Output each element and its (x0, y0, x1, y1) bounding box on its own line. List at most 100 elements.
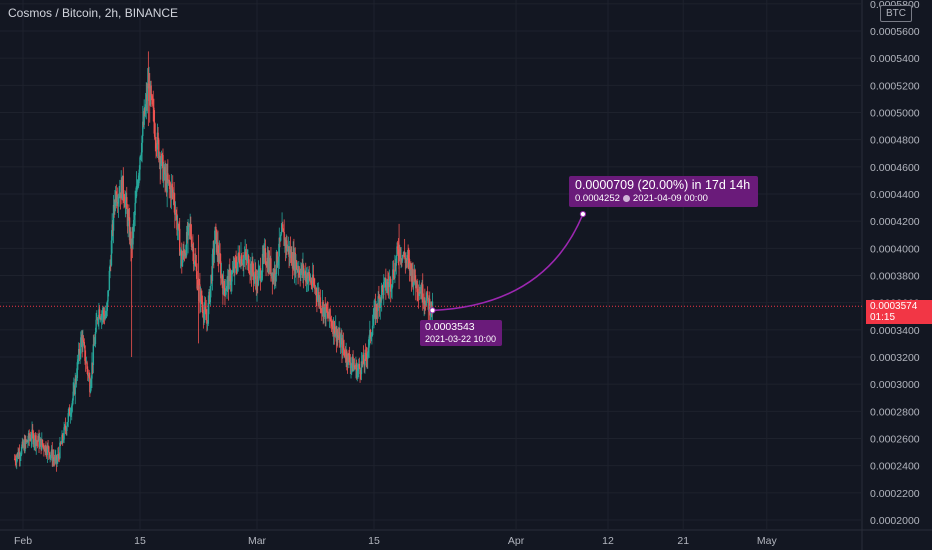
candle-body (276, 251, 278, 266)
candle-body (111, 224, 113, 241)
candle-body (258, 269, 260, 273)
candle-body (56, 459, 58, 464)
candle-body (128, 216, 130, 218)
candle-body (312, 274, 315, 284)
candle-body (140, 152, 143, 156)
candle-body (315, 288, 317, 296)
candle-body (108, 270, 111, 291)
candle-body (196, 271, 198, 289)
candle-body (90, 378, 92, 387)
candle-body (24, 439, 26, 452)
candle-body (316, 295, 319, 301)
current-price-value: 0.0003574 (870, 301, 918, 312)
candle-body (265, 261, 267, 266)
candle-body (92, 344, 95, 366)
candle-body (117, 197, 120, 204)
candle-body (386, 282, 388, 289)
candle-body (213, 243, 216, 255)
y-tick-label: 0.0002400 (870, 461, 920, 473)
candle-body (245, 252, 247, 257)
candle-body (20, 454, 22, 457)
currency-badge[interactable]: BTC (880, 5, 912, 22)
candle-body (246, 256, 248, 261)
candle-body (30, 439, 33, 441)
projection-target-date: 2021-04-09 00:00 (632, 193, 708, 204)
candle-body (344, 349, 346, 356)
candle-body (71, 405, 73, 414)
candle-body (417, 292, 419, 294)
candle-body (220, 261, 222, 279)
candle-body (236, 262, 239, 272)
candle-body (174, 204, 176, 215)
candle-body (156, 132, 159, 150)
start-price: 0.0003543 (425, 321, 475, 333)
candle-body (57, 454, 59, 460)
projection-start-label[interactable]: 0.0003543 2021-03-22 10:00 (420, 320, 502, 346)
candle-body (185, 231, 188, 256)
candle-body (388, 281, 391, 288)
candle-body (164, 166, 166, 181)
candle-body (128, 217, 131, 241)
candle-body (18, 452, 21, 459)
candle-body (370, 336, 372, 339)
candle-body (152, 104, 154, 108)
candle-body (403, 251, 406, 258)
candle-body (170, 185, 173, 199)
candle-body (27, 441, 29, 443)
candle-body (149, 85, 152, 106)
candle-body (68, 408, 71, 416)
x-tick-label: May (757, 535, 778, 547)
candle-body (59, 442, 62, 445)
candle-body (243, 256, 246, 258)
candle-body (238, 253, 240, 257)
y-tick-label: 0.0005400 (870, 53, 920, 65)
candle-body (153, 107, 155, 123)
candle-body (57, 454, 60, 456)
candle-body (48, 452, 51, 458)
candle-body (410, 263, 412, 270)
candle-body (396, 246, 399, 250)
candle-body (319, 297, 322, 310)
candle-body (159, 155, 161, 170)
candle-body (109, 265, 111, 271)
candle-body (204, 306, 207, 312)
candle-body (176, 228, 179, 230)
candle-body (329, 309, 331, 319)
y-tick-label: 0.0003400 (870, 325, 920, 337)
candle-body (377, 296, 379, 311)
candle-body (83, 342, 85, 346)
candle-body (364, 352, 367, 354)
candle-body (137, 185, 139, 187)
candle-body (429, 312, 432, 316)
candle-body (137, 175, 140, 186)
candle-body (337, 335, 339, 337)
candle-body (390, 278, 392, 292)
candle-body (78, 348, 80, 361)
candle-body (394, 263, 396, 278)
candle-body (77, 360, 79, 363)
candle-body (76, 362, 79, 378)
candle-body (279, 234, 282, 241)
candle-body (223, 280, 225, 289)
candle-body (47, 445, 49, 447)
candle-body (274, 269, 276, 277)
candle-body (395, 256, 397, 266)
candle-body (193, 263, 196, 265)
candle-body (138, 169, 141, 176)
candle-body (257, 272, 260, 286)
candle-body (166, 173, 168, 193)
candle-body (190, 223, 192, 237)
candle-body (67, 413, 69, 423)
candle-body (350, 365, 352, 369)
candle-body (309, 275, 311, 282)
candle-body (231, 270, 234, 273)
candle-body (359, 368, 361, 374)
projection-label[interactable]: 0.0000709 (20.00%) in 17d 14h 0.0004252 2… (569, 176, 758, 207)
candle-body (335, 326, 338, 342)
candle-body (383, 279, 386, 283)
candle-body (201, 304, 204, 314)
candle-body (88, 375, 90, 378)
candle-body (110, 265, 112, 267)
candle-body (20, 446, 23, 455)
